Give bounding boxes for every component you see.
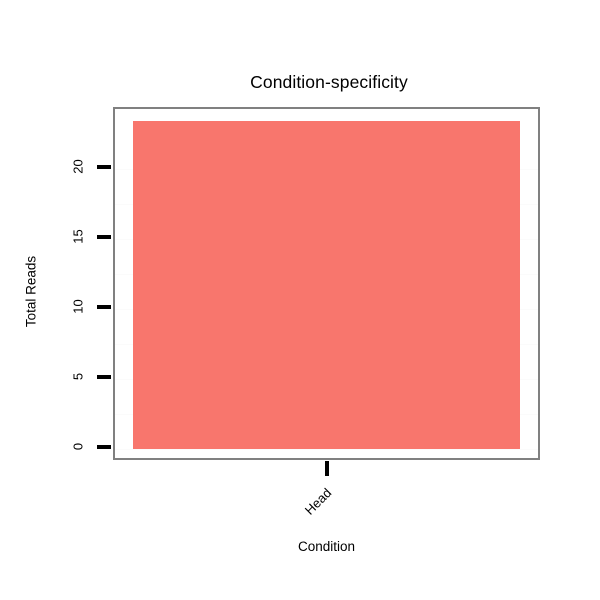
gridline (115, 449, 538, 450)
y-tick-label: 5 (70, 372, 86, 381)
y-tick-label: 0 (70, 442, 86, 451)
y-tick-mark (97, 375, 111, 379)
x-axis-title: Condition (297, 539, 356, 554)
x-tick-mark (324, 461, 329, 476)
y-tick-mark (97, 235, 111, 239)
bar-series (115, 109, 538, 458)
y-tick-label: 10 (70, 299, 86, 314)
y-tick-mark (97, 305, 111, 309)
y-axis-title: Total Reads (23, 255, 39, 328)
y-tick-label: 15 (70, 229, 86, 244)
chart-title: Condition-specificity (250, 72, 408, 92)
y-tick-mark (97, 445, 111, 449)
y-tick-mark (97, 165, 111, 169)
y-tick-label: 20 (70, 159, 86, 174)
x-tick-label: Head (301, 485, 334, 518)
plot-panel (113, 107, 540, 460)
bar-head (133, 121, 520, 449)
